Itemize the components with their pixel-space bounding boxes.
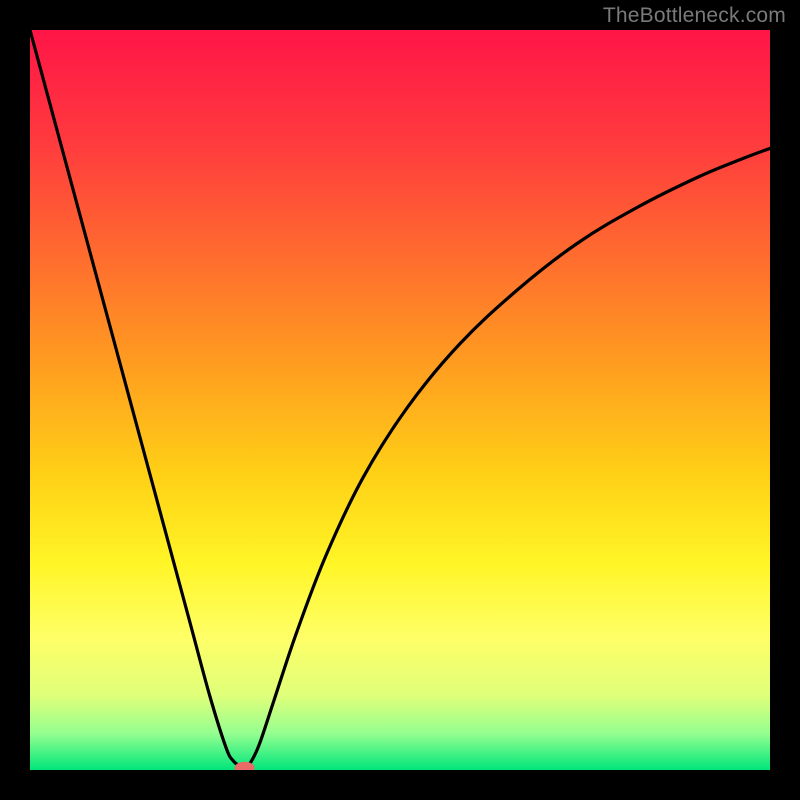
watermark-text: TheBottleneck.com <box>603 4 786 28</box>
gradient-background <box>30 30 770 770</box>
chart-svg <box>30 30 770 770</box>
chart-plot-area <box>30 30 770 770</box>
